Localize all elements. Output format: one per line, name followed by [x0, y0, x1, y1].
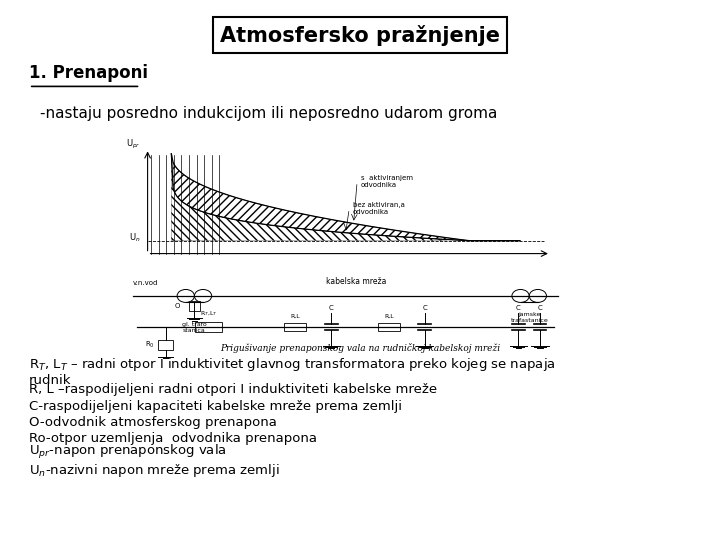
Text: C: C [516, 305, 521, 310]
Text: C-raspodijeljeni kapaciteti kabelske mreže prema zemlji: C-raspodijeljeni kapaciteti kabelske mre… [29, 400, 402, 413]
Text: O: O [175, 302, 180, 309]
Bar [158, 340, 173, 350]
Text: R,L: R,L [384, 313, 394, 318]
Text: rudnik: rudnik [29, 374, 71, 387]
Text: U$_n$-nazivni napon mreže prema zemlji: U$_n$-nazivni napon mreže prema zemlji [29, 462, 279, 480]
Bar [378, 322, 400, 331]
Text: v.n.vod: v.n.vod [133, 280, 158, 286]
Text: U$_{pr}$: U$_{pr}$ [126, 138, 140, 151]
Text: Prigušivanje prenaponskog vala na rudničkoj kabelskoj mreži: Prigušivanje prenaponskog vala na rudnič… [220, 343, 500, 353]
Text: C: C [329, 305, 333, 310]
Text: O-odvodnik atmosferskog prenapona: O-odvodnik atmosferskog prenapona [29, 416, 276, 429]
Text: R$_T$,L$_T$: R$_T$,L$_T$ [200, 309, 217, 318]
Text: R$_T$, L$_T$ – radni otpor I induktivitet glavnog transformatora preko kojeg se : R$_T$, L$_T$ – radni otpor I induktivite… [29, 356, 555, 373]
Text: Atmosfersko pražnjenje: Atmosfersko pražnjenje [220, 25, 500, 45]
Text: -nastaju posredno indukcijom ili neposredno udarom groma: -nastaju posredno indukcijom ili neposre… [40, 106, 497, 121]
Text: U$_{pr}$-napon prenaponskog vala: U$_{pr}$-napon prenaponskog vala [29, 443, 226, 461]
Text: gl. trafo
stanica: gl. trafo stanica [182, 322, 207, 333]
Text: bez aktiviran,a
odvodnika: bez aktiviran,a odvodnika [353, 202, 405, 215]
Text: kabelska mreža: kabelska mreža [326, 277, 387, 286]
Text: R, L –raspodijeljeni radni otpori I induktiviteti kabelske mreže: R, L –raspodijeljeni radni otpori I indu… [29, 383, 437, 396]
Text: jamske
trafastanice: jamske trafastanice [510, 312, 548, 323]
Bar [195, 322, 222, 332]
Text: Ro-otpor uzemljenja  odvodnika prenapona: Ro-otpor uzemljenja odvodnika prenapona [29, 432, 317, 445]
Text: C: C [538, 305, 542, 310]
Bar [284, 322, 306, 331]
Text: R$_0$: R$_0$ [145, 340, 155, 350]
Text: C: C [423, 305, 427, 310]
Text: U$_n$: U$_n$ [129, 232, 140, 244]
Text: R,L: R,L [290, 313, 300, 318]
Text: s  aktiviranjem
odvodnika: s aktiviranjem odvodnika [361, 176, 413, 188]
Bar [189, 301, 200, 311]
Text: 1. Prenaponi: 1. Prenaponi [29, 64, 148, 82]
